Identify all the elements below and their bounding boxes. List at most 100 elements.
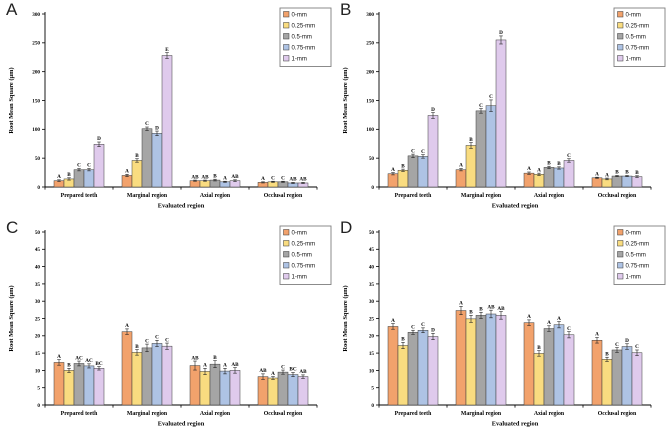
significance-letter: D (431, 328, 435, 334)
bar (387, 326, 399, 406)
significance-letter: C (421, 322, 425, 328)
legend-label: 0.25-mm (292, 241, 316, 247)
bar (563, 334, 575, 406)
significance-letter: AC (85, 358, 93, 364)
significance-letter: AB (231, 174, 239, 180)
bar (611, 349, 623, 406)
bar (189, 365, 201, 406)
legend-swatch (617, 44, 624, 51)
y-tick-label: 0 (371, 403, 374, 409)
significance-letter: A (391, 167, 395, 173)
significance-letter: D (625, 338, 629, 344)
significance-letter: A (527, 166, 531, 172)
y-tick-label: 0 (37, 185, 40, 191)
significance-letter: C (281, 175, 285, 181)
bar (631, 176, 643, 188)
y-tick-label: 300 (366, 12, 374, 18)
y-tick-label: 35 (35, 282, 41, 288)
y-tick-label: 0 (37, 403, 40, 409)
bar (267, 377, 279, 406)
significance-letter: B (625, 170, 629, 176)
significance-letter: C (145, 121, 149, 127)
significance-letter: B (213, 355, 217, 361)
legend-swatch (617, 229, 624, 236)
legend-swatch (283, 22, 290, 29)
legend-swatch (283, 11, 290, 18)
significance-letter: AB (299, 369, 307, 375)
x-category-label: Axial region (200, 193, 231, 199)
bar (543, 328, 555, 406)
bar (427, 115, 439, 188)
y-tick-label: 5 (37, 386, 40, 392)
significance-letter: B (135, 153, 139, 159)
significance-letter: C (567, 153, 571, 159)
y-tick-label: 45 (35, 247, 41, 253)
bar (553, 324, 565, 406)
significance-letter: C (635, 344, 639, 350)
significance-letter: B (469, 310, 473, 316)
significance-letter: D (97, 136, 101, 142)
significance-letter: B (401, 163, 405, 169)
bar (533, 174, 545, 188)
bar-chart-A: 0 50 100 150 200 250 300 Prepared teeth Marginal… (8, 7, 332, 210)
bar (83, 169, 95, 188)
legend-label: 0-mm (626, 230, 641, 236)
y-tick-label: 50 (35, 230, 41, 236)
significance-letter: C (411, 324, 415, 330)
legend-label: 0.75-mm (626, 263, 650, 269)
x-category-label: Occlusal region (598, 193, 637, 199)
bar (297, 376, 309, 406)
bar (591, 340, 603, 406)
y-tick-label: 300 (32, 12, 40, 18)
significance-letter: B (67, 172, 71, 178)
significance-letter: A (595, 332, 599, 338)
significance-letter: AB (497, 306, 505, 312)
x-category-label: Prepared teeth (61, 411, 98, 417)
legend-swatch (283, 262, 290, 269)
bar (83, 365, 95, 406)
legend-swatch (283, 240, 290, 247)
x-category-label: Occlusal region (598, 411, 637, 417)
significance-letter: D (499, 30, 503, 36)
y-tick-label: 50 (369, 230, 375, 236)
bar (199, 371, 211, 406)
legend-swatch (283, 229, 290, 236)
y-tick-label: 150 (32, 98, 40, 104)
bar (257, 376, 269, 406)
y-tick-label: 10 (35, 368, 41, 374)
y-tick-label: 20 (369, 334, 375, 340)
legend-label: 0.75-mm (626, 45, 650, 51)
bar (523, 322, 535, 406)
bar (485, 105, 497, 188)
x-category-label: Prepared teeth (395, 193, 432, 199)
y-tick-label: 35 (369, 282, 375, 288)
bar (121, 175, 133, 188)
panel-label-C: C (6, 218, 19, 237)
y-tick-label: 20 (35, 334, 41, 340)
significance-letter: C (271, 175, 275, 181)
significance-letter: D (155, 125, 159, 131)
significance-letter: B (213, 173, 217, 179)
significance-letter: AB (191, 174, 199, 180)
significance-letter: B (469, 137, 473, 143)
bar (209, 363, 221, 406)
significance-letter: AB (299, 177, 307, 183)
legend-swatch (283, 273, 290, 280)
x-axis-title: Evaluated region (492, 203, 539, 210)
y-axis-title: Root Mean Square (µm) (342, 67, 349, 133)
bar (199, 180, 211, 188)
legend-label: 1-mm (292, 56, 307, 62)
y-tick-label: 50 (35, 156, 41, 162)
significance-letter: A (527, 314, 531, 320)
significance-letter: B (635, 170, 639, 176)
bar (397, 345, 409, 406)
bar (121, 331, 133, 406)
y-tick-label: 10 (369, 368, 375, 374)
significance-letter: A (261, 176, 265, 182)
significance-letter: C (165, 337, 169, 343)
significance-letter: A (271, 371, 275, 377)
bar (151, 343, 163, 406)
y-tick-label: 25 (369, 316, 375, 322)
significance-letter: C (411, 148, 415, 154)
